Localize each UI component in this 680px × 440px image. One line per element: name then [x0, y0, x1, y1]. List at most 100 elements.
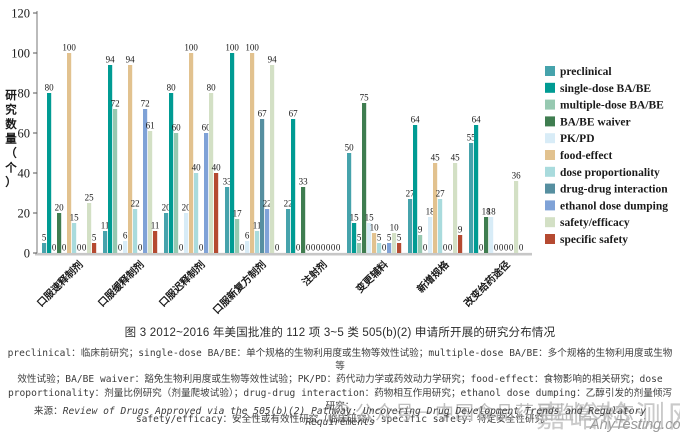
- watermark-wechat-text: 公众号－中国食品药品监管杂志: [355, 403, 636, 424]
- bar-value-label: 5: [387, 233, 392, 243]
- bar-value-label: 67: [289, 109, 299, 119]
- x-category-label: 改变给药途径: [461, 258, 513, 310]
- bar-value-label: 18: [487, 207, 497, 217]
- bar: [174, 133, 179, 253]
- legend-swatch: [545, 183, 555, 194]
- legend-swatch: [545, 166, 555, 177]
- y-axis-title-char: 个: [4, 161, 17, 175]
- bar-value-label: 64: [411, 115, 421, 125]
- bar: [113, 109, 118, 253]
- bar-value-label: 0: [509, 243, 514, 253]
- bar-value-label: 33: [299, 177, 309, 187]
- bar-value-label: 100: [184, 43, 198, 53]
- bar-value-label: 80: [167, 83, 177, 93]
- y-tick-label: 120: [11, 6, 30, 20]
- bar: [143, 109, 148, 253]
- bar-value-label: 0: [448, 243, 453, 253]
- bar-value-label: 94: [126, 55, 136, 65]
- bar: [286, 209, 291, 253]
- bar: [453, 163, 458, 253]
- bar-value-label: 0: [179, 243, 184, 253]
- bar: [204, 133, 209, 253]
- bar-value-label: 64: [472, 115, 482, 125]
- legend-label: food-effect: [560, 150, 613, 162]
- bar: [148, 131, 153, 253]
- bar: [250, 53, 255, 253]
- bar-value-label: 0: [296, 243, 301, 253]
- legend-swatch: [545, 66, 555, 76]
- bar: [514, 181, 519, 253]
- notes-line-3: proportionality：剂量比例研究（剂量爬坡试验）；drug-drug…: [7, 387, 673, 412]
- watermark-url: AnyTesting.com: [590, 417, 680, 433]
- bar-value-label: 0: [494, 243, 499, 253]
- bar-value-label: 11: [253, 221, 262, 231]
- bar: [164, 213, 169, 253]
- figure-source: 来源：Review of Drugs Approved via the 505(…: [0, 403, 680, 428]
- y-tick-label: 20: [18, 206, 31, 220]
- bar-value-label: 0: [118, 243, 123, 253]
- bar-value-label: 36: [512, 171, 522, 181]
- bar-value-label: 17: [233, 209, 243, 219]
- bar-value-label: 0: [479, 243, 484, 253]
- legend-swatch: [545, 217, 555, 228]
- bar-value-label: 0: [331, 243, 336, 253]
- y-tick-label: 80: [18, 86, 31, 100]
- bar: [362, 103, 367, 253]
- bar-value-label: 0: [499, 243, 504, 253]
- bar-value-label: 94: [268, 55, 278, 65]
- bar-value-label: 18: [426, 207, 436, 217]
- bar-value-label: 0: [199, 243, 204, 253]
- bar-value-label: 0: [321, 243, 326, 253]
- bar-value-label: 80: [207, 83, 217, 93]
- watermark-wechat: 公众号－中国食品药品监管杂志: [333, 398, 635, 425]
- source-text: Review of Drugs Approved via the 505(b)(…: [62, 406, 647, 428]
- bar: [72, 223, 77, 253]
- bar-value-label: 0: [138, 243, 143, 253]
- bar-value-label: 50: [345, 143, 355, 153]
- chart-svg: 020406080100120研究数量（个）511203322502755809…: [4, 6, 668, 316]
- y-axis-title-char: （: [5, 146, 17, 160]
- legend-label: preclinical: [560, 66, 612, 78]
- bar: [47, 93, 52, 253]
- bar-value-label: 100: [245, 43, 259, 53]
- bar-value-label: 15: [350, 213, 360, 223]
- bar: [489, 217, 494, 253]
- y-axis-title-char: 量: [5, 132, 17, 146]
- bar: [474, 125, 479, 253]
- bar-value-label: 94: [106, 55, 116, 65]
- y-axis-title-char: 究: [5, 103, 17, 117]
- legend-swatch: [545, 116, 555, 127]
- notes-line-1: preclinical：临床前研究；single-dose BA/BE：单个规格…: [7, 348, 673, 373]
- bar: [235, 219, 240, 253]
- bar-value-label: 5: [377, 233, 382, 243]
- legend-swatch: [545, 82, 555, 93]
- bar-value-label: 5: [92, 233, 97, 243]
- bar-value-label: 0: [82, 243, 87, 253]
- x-category-label: 变更辅料: [353, 258, 390, 295]
- y-tick-label: 40: [18, 166, 31, 180]
- bar-value-label: 0: [52, 243, 57, 253]
- bar-value-label: 5: [397, 233, 402, 243]
- bar-value-label: 0: [306, 243, 311, 253]
- bar-value-label: 20: [182, 203, 192, 213]
- bar-value-label: 9: [458, 225, 463, 235]
- grouped-bar-chart: 0 20 40 60 80 100 120 研究数量（个） 5 11 20 33 22 50 27 55 80 9…: [4, 6, 668, 316]
- bar: [103, 231, 108, 253]
- bar: [42, 243, 47, 253]
- bar: [438, 199, 443, 253]
- bar-value-label: 15: [70, 213, 80, 223]
- bar: [484, 217, 489, 253]
- bar-value-label: 61: [146, 121, 155, 131]
- bar-value-label: 22: [131, 199, 140, 209]
- bar: [347, 153, 352, 253]
- bar-value-label: 100: [225, 43, 239, 53]
- bar: [108, 65, 113, 253]
- y-axis-title-char: ）: [5, 175, 17, 189]
- bar: [372, 233, 377, 253]
- bar-value-label: 0: [423, 243, 428, 253]
- bar: [377, 243, 382, 253]
- bar: [230, 53, 235, 253]
- bar-value-label: 80: [45, 83, 55, 93]
- bar: [260, 119, 265, 253]
- y-tick-label: 60: [18, 126, 31, 140]
